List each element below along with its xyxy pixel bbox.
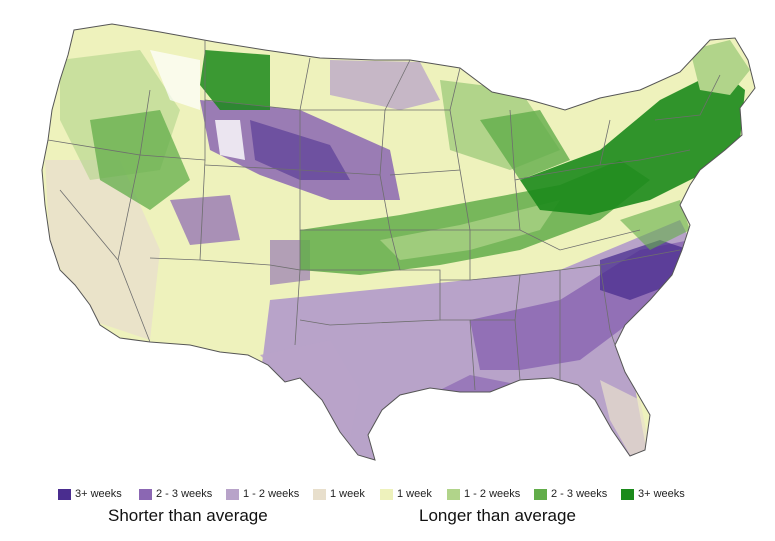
legend-item-short-3plus: 3+ weeks — [58, 486, 122, 502]
legend-item-long-1: 1 week — [380, 486, 432, 502]
state-borders — [41, 23, 756, 461]
map-fill — [42, 24, 755, 460]
legend-label: 1 - 2 weeks — [464, 488, 521, 500]
legend-label: 3+ weeks — [75, 488, 122, 500]
legend: 3+ weeks 2 - 3 weeks 1 - 2 weeks 1 week … — [0, 482, 775, 506]
longer-than-average-caption: Longer than average — [419, 506, 576, 525]
legend-swatch — [380, 488, 393, 500]
legend-swatch — [534, 488, 547, 500]
legend-label: 1 - 2 weeks — [243, 488, 300, 500]
shorter-than-average-caption: Shorter than average — [108, 506, 268, 525]
legend-label: 2 - 3 weeks — [551, 488, 608, 500]
legend-swatch — [139, 488, 152, 500]
legend-swatch — [621, 488, 634, 500]
legend-swatch — [226, 488, 239, 500]
us-growing-season-map — [41, 23, 756, 461]
legend-swatch — [58, 488, 71, 500]
legend-label: 1 week — [397, 488, 432, 500]
legend-swatch — [313, 488, 326, 500]
legend-swatch — [447, 488, 460, 500]
legend-item-long-1-2: 1 - 2 weeks — [447, 486, 520, 502]
legend-item-short-1-2: 1 - 2 weeks — [226, 486, 299, 502]
legend-label: 3+ weeks — [638, 488, 685, 500]
legend-label: 2 - 3 weeks — [156, 488, 213, 500]
legend-item-short-1: 1 week — [313, 486, 365, 502]
legend-item-long-3plus: 3+ weeks — [621, 486, 685, 502]
legend-label: 1 week — [330, 488, 365, 500]
legend-item-short-2-3: 2 - 3 weeks — [139, 486, 212, 502]
legend-item-long-2-3: 2 - 3 weeks — [534, 486, 607, 502]
